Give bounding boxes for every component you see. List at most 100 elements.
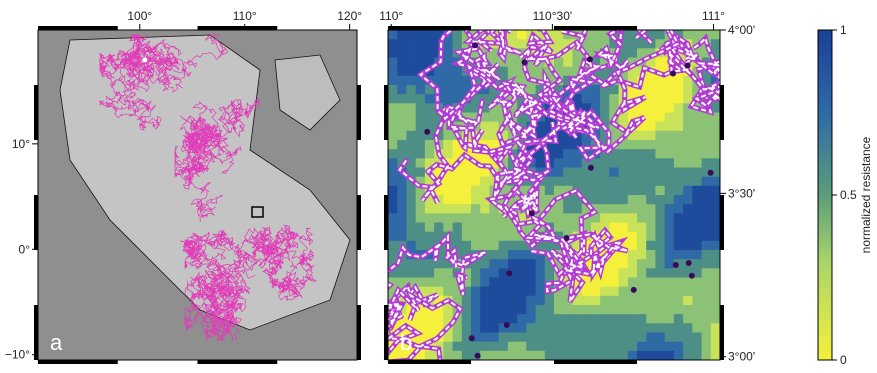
resistance-cell xyxy=(425,140,435,150)
resistance-cell xyxy=(554,296,564,306)
resistance-cell xyxy=(499,278,509,288)
resistance-cell xyxy=(545,323,555,333)
frame-bar xyxy=(720,85,724,140)
resistance-cell xyxy=(683,140,693,150)
frame-bar xyxy=(384,85,388,140)
resistance-cell xyxy=(416,94,426,104)
resistance-cell xyxy=(628,305,638,315)
endpoint xyxy=(506,270,512,276)
resistance-cell xyxy=(674,94,684,104)
resistance-cell xyxy=(674,113,684,123)
resistance-cell xyxy=(628,241,638,251)
frame-bar xyxy=(554,360,637,364)
resistance-cell xyxy=(711,351,721,361)
resistance-cell xyxy=(397,30,407,40)
resistance-cell xyxy=(692,241,702,251)
resistance-cell xyxy=(646,177,656,187)
resistance-cell xyxy=(499,259,509,269)
resistance-cell xyxy=(517,30,527,40)
resistance-cell xyxy=(609,168,619,178)
resistance-cell xyxy=(406,241,416,251)
resistance-cell xyxy=(489,213,499,223)
resistance-cell xyxy=(563,314,573,324)
colorbar-tick-label: 1 xyxy=(840,23,847,37)
resistance-cell xyxy=(692,342,702,352)
resistance-cell xyxy=(416,85,426,95)
resistance-cell xyxy=(674,287,684,297)
resistance-cell xyxy=(545,186,555,196)
resistance-cell xyxy=(443,342,453,352)
resistance-cell xyxy=(674,241,684,251)
resistance-cell xyxy=(628,140,638,150)
resistance-cell xyxy=(499,342,509,352)
resistance-cell xyxy=(443,186,453,196)
resistance-cell xyxy=(674,131,684,141)
resistance-cell xyxy=(406,195,416,205)
resistance-cell xyxy=(674,351,684,361)
resistance-cell xyxy=(609,158,619,168)
resistance-cell xyxy=(425,314,435,324)
resistance-cell xyxy=(674,250,684,260)
resistance-cell xyxy=(517,39,527,49)
resistance-cell xyxy=(554,223,564,233)
resistance-cell xyxy=(536,296,546,306)
resistance-cell xyxy=(646,351,656,361)
resistance-cell xyxy=(683,351,693,361)
resistance-cell xyxy=(646,305,656,315)
resistance-cell xyxy=(619,223,629,233)
resistance-cell xyxy=(711,149,721,159)
resistance-cell xyxy=(683,131,693,141)
resistance-cell xyxy=(665,296,675,306)
resistance-cell xyxy=(692,140,702,150)
resistance-cell xyxy=(480,241,490,251)
resistance-cell xyxy=(619,351,629,361)
resistance-cell xyxy=(416,30,426,40)
resistance-cell xyxy=(665,85,675,95)
resistance-cell xyxy=(665,186,675,196)
resistance-cell xyxy=(462,314,472,324)
resistance-cell xyxy=(416,149,426,159)
resistance-cell xyxy=(563,213,573,223)
resistance-cell xyxy=(711,232,721,242)
resistance-cell xyxy=(453,67,463,77)
resistance-cell xyxy=(388,30,398,40)
resistance-cell xyxy=(453,186,463,196)
resistance-cell xyxy=(406,131,416,141)
resistance-cell xyxy=(646,76,656,86)
resistance-cell xyxy=(582,323,592,333)
resistance-cell xyxy=(397,85,407,95)
x-tick-label: 120° xyxy=(337,9,362,23)
resistance-cell xyxy=(425,213,435,223)
resistance-cell xyxy=(508,241,518,251)
resistance-cell xyxy=(582,314,592,324)
resistance-cell xyxy=(489,122,499,132)
resistance-cell xyxy=(665,122,675,132)
resistance-cell xyxy=(655,296,665,306)
resistance-cell xyxy=(443,213,453,223)
resistance-cell xyxy=(646,140,656,150)
resistance-cell xyxy=(536,323,546,333)
resistance-cell xyxy=(692,287,702,297)
resistance-cell xyxy=(397,103,407,113)
resistance-cell xyxy=(683,241,693,251)
resistance-cell xyxy=(508,342,518,352)
resistance-cell xyxy=(572,168,582,178)
resistance-cell xyxy=(480,296,490,306)
resistance-cell xyxy=(388,241,398,251)
resistance-cell xyxy=(388,122,398,132)
resistance-cell xyxy=(416,259,426,269)
resistance-cell xyxy=(591,195,601,205)
resistance-cell xyxy=(692,30,702,40)
resistance-cell xyxy=(600,168,610,178)
resistance-cell xyxy=(674,158,684,168)
resistance-cell xyxy=(388,213,398,223)
resistance-cell xyxy=(406,39,416,49)
resistance-cell xyxy=(591,177,601,187)
resistance-cell xyxy=(443,48,453,58)
resistance-cell xyxy=(425,278,435,288)
resistance-cell xyxy=(628,204,638,214)
resistance-cell xyxy=(683,149,693,159)
resistance-cell xyxy=(526,287,536,297)
page: 100°110°120°10°0°−10°a110°110°30'111°4°0… xyxy=(0,0,877,373)
resistance-cell xyxy=(388,103,398,113)
